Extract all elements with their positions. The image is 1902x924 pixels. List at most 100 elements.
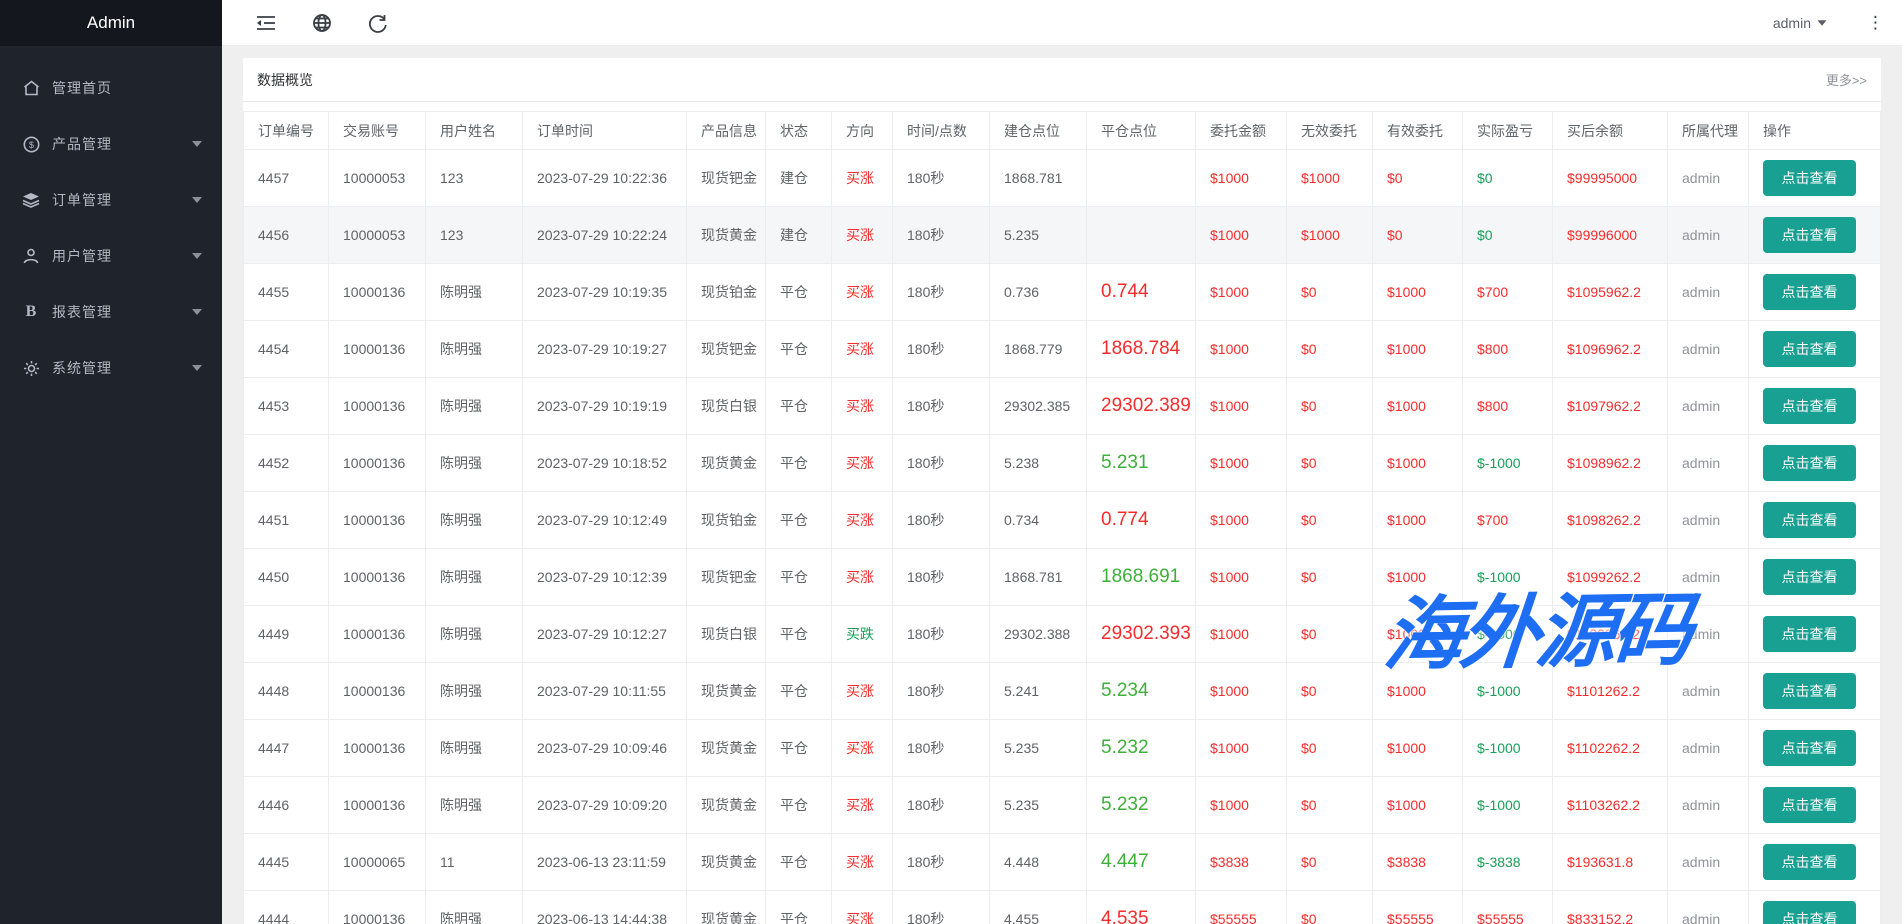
view-button[interactable]: 点击查看 [1763, 559, 1856, 595]
cell-account: 10000136 [328, 890, 426, 924]
sidebar-item-label: 订单管理 [52, 192, 112, 208]
cell-time: 2023-06-13 14:44:38 [522, 890, 687, 924]
cell-open: 5.235 [989, 776, 1087, 834]
cell-product: 现货钯金 [686, 149, 766, 207]
cell-time: 2023-07-29 10:22:24 [522, 206, 687, 264]
order-row-4454: 4454 10000136 陈明强 2023-07-29 10:19:27 现货钯金 平仓… [243, 320, 1881, 378]
cell-product: 现货黄金 [686, 434, 766, 492]
order-row-4455: 4455 10000136 陈明强 2023-07-29 10:19:35 现货铂金 平仓… [243, 263, 1881, 321]
cell-time: 2023-07-29 10:09:46 [522, 719, 687, 777]
cell-dir: 买涨 [831, 662, 893, 720]
cell-open: 5.235 [989, 719, 1087, 777]
column-header: 产品信息 [686, 111, 766, 150]
cell-valid: $0 [1372, 206, 1463, 264]
order-row-4451: 4451 10000136 陈明强 2023-07-29 10:12:49 现货铂金 平仓… [243, 491, 1881, 549]
cell-profit: $-1000 [1462, 662, 1553, 720]
view-button[interactable]: 点击查看 [1763, 388, 1856, 424]
cell-time: 2023-07-29 10:19:35 [522, 263, 687, 321]
sidebar-item-label: 管理首页 [52, 80, 112, 96]
cell-time: 2023-07-29 10:18:52 [522, 434, 687, 492]
cell-valid: $1000 [1372, 434, 1463, 492]
cell-status: 平仓 [765, 491, 832, 549]
cell-id: 4445 [243, 833, 329, 891]
chevron-down-icon [192, 309, 202, 315]
cell-time: 2023-07-29 10:19:27 [522, 320, 687, 378]
cell-profit: $700 [1462, 491, 1553, 549]
cell-time: 2023-07-29 10:12:39 [522, 548, 687, 606]
cell-entrust: $1000 [1195, 719, 1287, 777]
cell-name: 陈明强 [425, 263, 523, 321]
user-menu[interactable]: admin [1773, 15, 1827, 31]
cell-dir: 买涨 [831, 548, 893, 606]
cell-action: 点击查看 [1748, 890, 1881, 924]
cell-balance: $99996000 [1552, 206, 1668, 264]
cell-invalid: $0 [1286, 719, 1373, 777]
cell-action: 点击查看 [1748, 491, 1881, 549]
cell-name: 陈明强 [425, 548, 523, 606]
cell-time: 2023-07-29 10:11:55 [522, 662, 687, 720]
cell-name: 123 [425, 149, 523, 207]
cell-invalid: $0 [1286, 662, 1373, 720]
cell-profit: $800 [1462, 320, 1553, 378]
refresh-icon[interactable] [366, 11, 390, 35]
cell-status: 平仓 [765, 434, 832, 492]
sidebar-item-label: 系统管理 [52, 360, 112, 376]
view-button[interactable]: 点击查看 [1763, 502, 1856, 538]
kebab-menu-icon[interactable]: ⋮ [1867, 13, 1884, 32]
more-link[interactable]: 更多>> [1825, 73, 1867, 88]
sidebar-item-2[interactable]: $ 产品管理 [0, 116, 222, 172]
cell-action: 点击查看 [1748, 719, 1881, 777]
cell-name: 11 [425, 833, 523, 891]
cell-open: 0.734 [989, 491, 1087, 549]
cell-profit: $-1000 [1462, 605, 1553, 663]
view-button[interactable]: 点击查看 [1763, 160, 1856, 196]
chevron-down-icon [192, 197, 202, 203]
cell-dir: 买涨 [831, 320, 893, 378]
cell-duration: 180秒 [892, 605, 990, 663]
cell-time: 2023-07-29 10:19:19 [522, 377, 687, 435]
column-header: 用户姓名 [425, 111, 523, 150]
cell-entrust: $1000 [1195, 605, 1287, 663]
globe-icon[interactable] [310, 11, 334, 35]
cell-profit: $-1000 [1462, 719, 1553, 777]
view-button[interactable]: 点击查看 [1763, 730, 1856, 766]
order-row-4448: 4448 10000136 陈明强 2023-07-29 10:11:55 现货黄金 平仓… [243, 662, 1881, 720]
view-button[interactable]: 点击查看 [1763, 901, 1856, 924]
cell-account: 10000136 [328, 548, 426, 606]
view-button[interactable]: 点击查看 [1763, 331, 1856, 367]
column-header: 实际盈亏 [1462, 111, 1553, 150]
view-button[interactable]: 点击查看 [1763, 616, 1856, 652]
cell-invalid: $1000 [1286, 149, 1373, 207]
view-button[interactable]: 点击查看 [1763, 844, 1856, 880]
cell-close [1086, 149, 1196, 207]
sidebar-item-6[interactable]: 系统管理 [0, 340, 222, 396]
view-button[interactable]: 点击查看 [1763, 787, 1856, 823]
sidebar-item-4[interactable]: 用户管理 [0, 228, 222, 284]
cell-status: 平仓 [765, 548, 832, 606]
sidebar-item-5[interactable]: B 报表管理 [0, 284, 222, 340]
cell-status: 平仓 [765, 377, 832, 435]
view-button[interactable]: 点击查看 [1763, 673, 1856, 709]
view-button[interactable]: 点击查看 [1763, 445, 1856, 481]
column-header: 操作 [1748, 111, 1881, 150]
cell-dir: 买涨 [831, 719, 893, 777]
cell-time: 2023-07-29 10:12:49 [522, 491, 687, 549]
order-row-4456: 4456 10000053 123 2023-07-29 10:22:24 现货黄金 建仓… [243, 206, 1881, 264]
sidebar-item-3[interactable]: 订单管理 [0, 172, 222, 228]
view-button[interactable]: 点击查看 [1763, 274, 1856, 310]
cell-duration: 180秒 [892, 491, 990, 549]
user-icon [22, 247, 40, 265]
collapse-menu-icon[interactable] [254, 11, 278, 35]
cell-id: 4453 [243, 377, 329, 435]
cell-time: 2023-07-29 10:12:27 [522, 605, 687, 663]
cell-dir: 买涨 [831, 263, 893, 321]
cell-invalid: $0 [1286, 548, 1373, 606]
sidebar-item-1[interactable]: 管理首页 [0, 60, 222, 116]
cell-duration: 180秒 [892, 434, 990, 492]
cell-open: 1868.781 [989, 548, 1087, 606]
cell-id: 4452 [243, 434, 329, 492]
cell-profit: $-3838 [1462, 833, 1553, 891]
cell-agent: admin [1667, 605, 1749, 663]
view-button[interactable]: 点击查看 [1763, 217, 1856, 253]
sidebar-nav: 管理首页 $ 产品管理订单管理用户管理 B 报表管理系统管理 [0, 46, 222, 396]
